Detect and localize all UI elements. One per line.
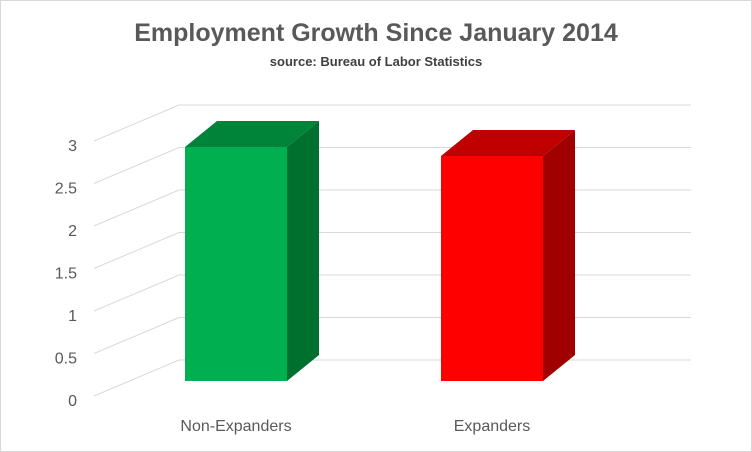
- x-tick-label: Non-Expanders: [180, 418, 291, 435]
- bar-layer: [185, 121, 575, 381]
- gridline-depth: [93, 147, 180, 184]
- y-tick-label: 1: [68, 308, 77, 325]
- chart-subtitle: source: Bureau of Labor Statistics: [269, 54, 483, 69]
- y-tick-label: 0.5: [55, 351, 77, 368]
- bar-non-expanders: [185, 121, 319, 381]
- bar-top: [185, 121, 319, 147]
- x-tick-label: Expanders: [454, 418, 531, 435]
- bar-expanders: [441, 130, 575, 381]
- y-tick-label: 3: [68, 138, 77, 155]
- bar-side: [287, 121, 319, 381]
- grid-layer: [93, 104, 691, 397]
- y-tick-label: 1.5: [55, 266, 77, 283]
- gridline-depth: [93, 232, 180, 269]
- y-tick-label: 2: [68, 223, 77, 240]
- gridline-depth: [93, 104, 180, 142]
- gridline-depth: [93, 317, 180, 354]
- bar-top: [441, 130, 575, 156]
- bar-side: [543, 130, 575, 381]
- gridline-depth: [93, 359, 180, 397]
- bar-front: [441, 156, 543, 381]
- y-axis: 0 0.5 1 1.5 2 2.5 3: [55, 138, 77, 410]
- y-tick-label: 2.5: [55, 181, 77, 198]
- chart-title: Employment Growth Since January 2014: [134, 19, 618, 47]
- x-axis: Non-Expanders Expanders: [180, 418, 530, 435]
- gridline-depth: [93, 189, 180, 227]
- bar-front: [185, 147, 287, 381]
- y-tick-label: 0: [68, 393, 77, 410]
- gridline-depth: [93, 274, 180, 312]
